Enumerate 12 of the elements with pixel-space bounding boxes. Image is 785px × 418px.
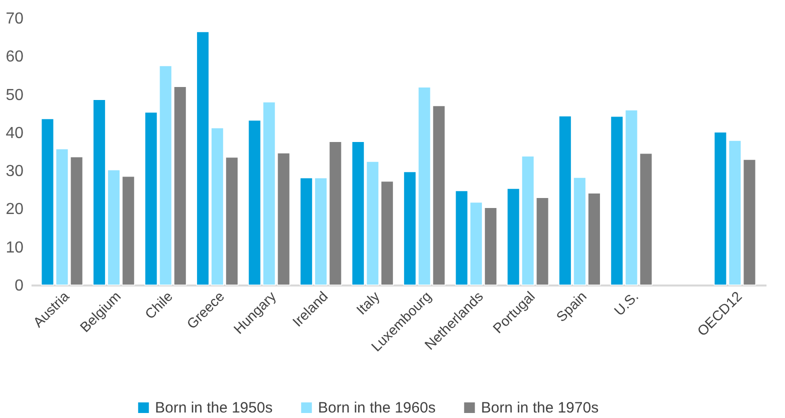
legend-label: Born in the 1950s: [155, 400, 273, 417]
y-tick-label: 70: [6, 10, 24, 28]
legend-label: Born in the 1960s: [318, 400, 436, 417]
y-tick-label: 10: [6, 239, 24, 256]
y-tick-label: 0: [14, 278, 24, 294]
y-tick-label: 60: [6, 48, 24, 66]
x-tick-label: U.S.: [610, 288, 642, 319]
y-tick-label: 50: [6, 86, 24, 104]
y-tick-label: 20: [6, 201, 24, 218]
legend-label: Born in the 1970s: [481, 400, 599, 417]
y-tick-label: 40: [6, 124, 24, 142]
y-tick-label: 30: [6, 163, 24, 180]
